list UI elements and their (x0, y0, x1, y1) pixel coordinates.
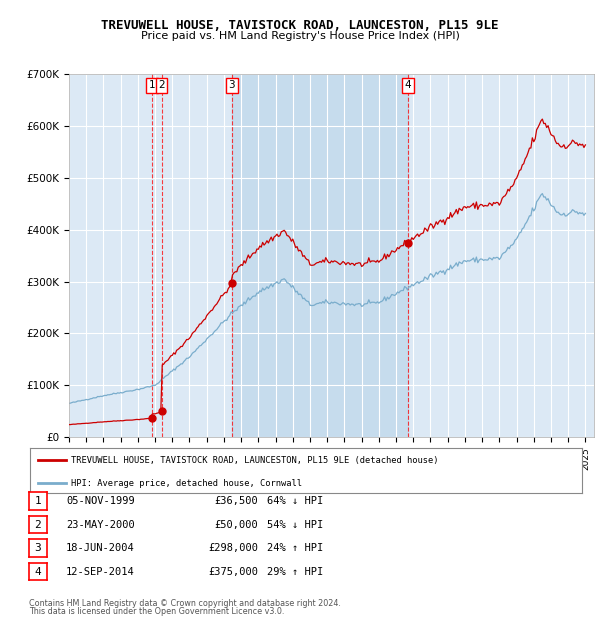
Text: TREVUWELL HOUSE, TAVISTOCK ROAD, LAUNCESTON, PL15 9LE: TREVUWELL HOUSE, TAVISTOCK ROAD, LAUNCES… (101, 19, 499, 32)
Text: 24% ↑ HPI: 24% ↑ HPI (267, 543, 323, 553)
Text: 29% ↑ HPI: 29% ↑ HPI (267, 567, 323, 577)
Text: 2: 2 (34, 520, 41, 529)
Text: 4: 4 (405, 80, 412, 91)
Text: Contains HM Land Registry data © Crown copyright and database right 2024.: Contains HM Land Registry data © Crown c… (29, 598, 341, 608)
Text: 2: 2 (158, 80, 165, 91)
Text: 18-JUN-2004: 18-JUN-2004 (66, 543, 135, 553)
Text: £50,000: £50,000 (214, 520, 258, 529)
Text: 23-MAY-2000: 23-MAY-2000 (66, 520, 135, 529)
Bar (232, 74, 408, 437)
Text: Price paid vs. HM Land Registry's House Price Index (HPI): Price paid vs. HM Land Registry's House … (140, 31, 460, 41)
Text: 54% ↓ HPI: 54% ↓ HPI (267, 520, 323, 529)
Text: 3: 3 (229, 80, 235, 91)
Text: 1: 1 (149, 80, 155, 91)
Text: HPI: Average price, detached house, Cornwall: HPI: Average price, detached house, Corn… (71, 479, 302, 487)
Text: £298,000: £298,000 (208, 543, 258, 553)
Text: 05-NOV-1999: 05-NOV-1999 (66, 496, 135, 506)
Text: 3: 3 (34, 543, 41, 553)
Text: £375,000: £375,000 (208, 567, 258, 577)
Text: This data is licensed under the Open Government Licence v3.0.: This data is licensed under the Open Gov… (29, 607, 284, 616)
Text: £36,500: £36,500 (214, 496, 258, 506)
Text: 4: 4 (34, 567, 41, 577)
Text: TREVUWELL HOUSE, TAVISTOCK ROAD, LAUNCESTON, PL15 9LE (detached house): TREVUWELL HOUSE, TAVISTOCK ROAD, LAUNCES… (71, 456, 439, 465)
Text: 64% ↓ HPI: 64% ↓ HPI (267, 496, 323, 506)
Text: 1: 1 (34, 496, 41, 506)
Text: 12-SEP-2014: 12-SEP-2014 (66, 567, 135, 577)
